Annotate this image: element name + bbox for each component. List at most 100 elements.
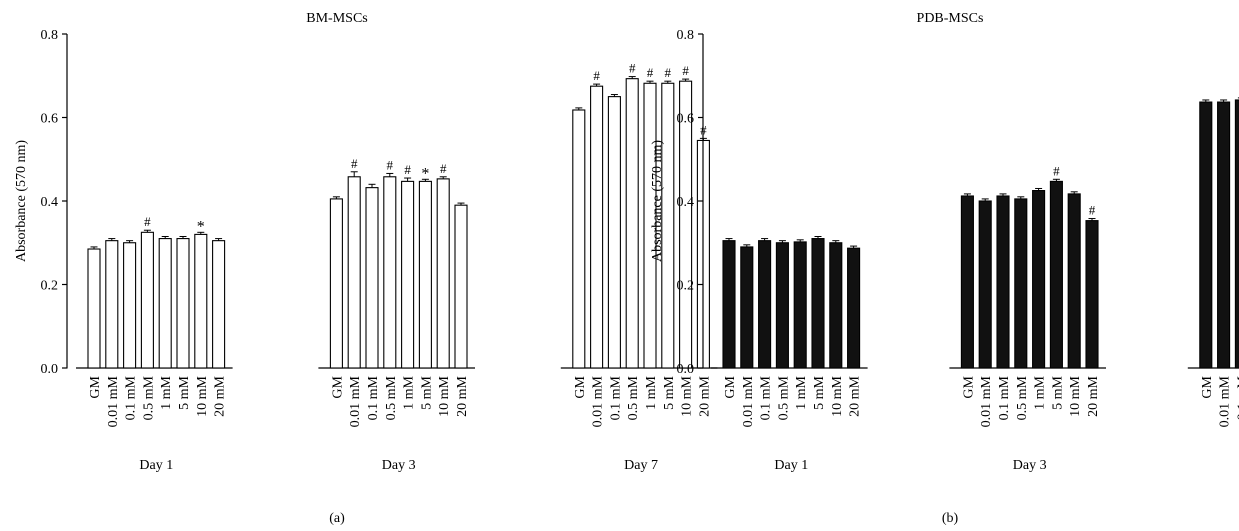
y-tick-label: 0.8 xyxy=(41,28,59,43)
bar xyxy=(123,242,137,369)
significance-mark: # xyxy=(665,65,672,80)
y-tick-label: 0.0 xyxy=(41,362,59,377)
significance-mark: # xyxy=(647,65,654,80)
bar xyxy=(978,200,992,369)
bar xyxy=(1199,101,1213,369)
x-tick-label: 0.1 mM xyxy=(997,375,1012,420)
y-tick-label: 0.2 xyxy=(41,279,59,294)
x-tick-label: 0.1 mM xyxy=(1235,375,1239,420)
bar xyxy=(625,78,639,369)
x-tick-label: GM xyxy=(961,375,976,398)
x-tick-label: 20 mM xyxy=(848,375,863,416)
significance-mark: # xyxy=(351,156,358,171)
x-tick-label: 0.1 mM xyxy=(608,375,623,420)
x-tick-label: 20 mM xyxy=(697,375,712,416)
y-tick-label: 0.4 xyxy=(41,195,59,210)
bar xyxy=(105,240,119,369)
bar xyxy=(1234,99,1239,369)
bar xyxy=(572,109,586,369)
x-tick-label: 0.5 mM xyxy=(384,375,399,420)
y-tick-label: 0.4 xyxy=(677,195,695,210)
x-tick-label: 20 mM xyxy=(213,375,228,416)
significance-mark: # xyxy=(144,214,151,229)
bar xyxy=(1032,190,1046,369)
x-tick-label: 0.1 mM xyxy=(366,375,381,420)
bar xyxy=(775,242,789,369)
x-tick-label: 0.01 mM xyxy=(741,375,756,427)
x-tick-label: 0.5 mM xyxy=(141,375,156,420)
x-tick-label: 1 mM xyxy=(1033,375,1048,409)
x-tick-label: 5 mM xyxy=(812,375,827,409)
x-tick-label: 0.01 mM xyxy=(979,375,994,427)
x-tick-label: GM xyxy=(1200,375,1215,398)
significance-mark: # xyxy=(629,61,636,76)
bar xyxy=(176,238,190,369)
x-tick-label: 20 mM xyxy=(455,375,470,416)
x-tick-label: 0.5 mM xyxy=(1015,375,1030,420)
bar xyxy=(194,233,208,369)
x-tick-label: 5 mM xyxy=(419,375,434,409)
x-tick-label: 0.5 mM xyxy=(776,375,791,420)
x-tick-label: 1 mM xyxy=(794,375,809,409)
bar xyxy=(740,246,754,369)
bar xyxy=(401,180,415,369)
bar xyxy=(454,204,468,369)
x-tick-label: 10 mM xyxy=(195,375,210,416)
bar xyxy=(1014,198,1028,369)
panel-b: PDB-MSCs Absorbance (570 nm) (b) 0.0 0.2 0… xyxy=(650,11,1239,526)
x-tick-label: 5 mM xyxy=(177,375,192,409)
bar xyxy=(158,238,172,369)
panel-a: BM-MSCs Absorbance (570 nm) (a) 0.0 0.2 0.… xyxy=(14,11,718,526)
x-tick-label: 0.01 mM xyxy=(591,375,606,427)
x-tick-label: 0.1 mM xyxy=(124,375,139,420)
bar xyxy=(847,247,861,369)
bar xyxy=(1049,180,1063,369)
bar xyxy=(212,240,226,369)
bar xyxy=(436,178,450,369)
bar xyxy=(996,195,1010,369)
x-tick-label: 20 mM xyxy=(1086,375,1101,416)
x-tick-label: 0.01 mM xyxy=(106,375,121,427)
y-tick-label: 0.6 xyxy=(677,112,695,127)
significance-mark: * xyxy=(421,165,429,182)
y-tick-label: 0.8 xyxy=(677,28,695,43)
bar xyxy=(758,240,772,369)
bar xyxy=(1067,193,1081,369)
group-label: Day 1 xyxy=(774,458,808,473)
x-tick-label: 0.01 mM xyxy=(1218,375,1233,427)
x-tick-label: 1 mM xyxy=(159,375,174,409)
x-tick-label: 1 mM xyxy=(644,375,659,409)
bar xyxy=(329,198,343,369)
y-tick-label: 0.2 xyxy=(677,279,695,294)
group-label: Day 3 xyxy=(382,458,416,473)
y-tick-label: 0.0 xyxy=(677,362,695,377)
significance-mark: # xyxy=(682,63,689,78)
x-tick-label: GM xyxy=(330,375,345,398)
x-tick-label: 10 mM xyxy=(830,375,845,416)
bar xyxy=(1217,101,1231,369)
y-tick-label: 0.6 xyxy=(41,112,59,127)
significance-mark: # xyxy=(593,68,600,83)
bar xyxy=(590,85,604,369)
bar xyxy=(811,238,825,369)
panel-label: (a) xyxy=(329,511,345,526)
x-tick-label: GM xyxy=(573,375,588,398)
y-axis-label: Absorbance (570 nm) xyxy=(14,140,29,262)
x-tick-label: 10 mM xyxy=(680,375,695,416)
y-axis-label: Absorbance (570 nm) xyxy=(650,140,665,262)
bar xyxy=(960,195,974,369)
x-tick-label: GM xyxy=(88,375,103,398)
x-tick-label: 5 mM xyxy=(1050,375,1065,409)
chart-title: BM-MSCs xyxy=(306,11,367,26)
bar xyxy=(1085,220,1099,369)
x-tick-label: 10 mM xyxy=(1068,375,1083,416)
significance-mark: # xyxy=(404,162,411,177)
chart-title: PDB-MSCs xyxy=(917,11,984,26)
bar xyxy=(383,176,397,369)
bar xyxy=(347,176,361,369)
significance-mark: # xyxy=(700,122,707,137)
bar xyxy=(607,96,621,369)
significance-mark: # xyxy=(1053,163,1060,178)
significance-mark: # xyxy=(387,157,394,172)
